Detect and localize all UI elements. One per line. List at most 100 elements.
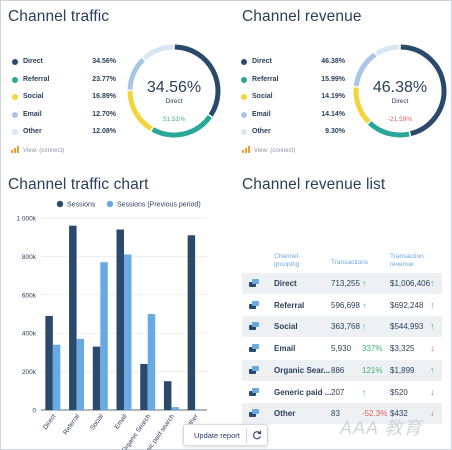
revenue-change: ↑ xyxy=(430,321,435,332)
traffic-view-link[interactable]: View: (connect) xyxy=(11,146,64,154)
legend-item-social[interactable]: Social 14.19% xyxy=(241,91,345,105)
transactions-cell: 207 xyxy=(331,387,345,397)
bar-sessions-previous-social[interactable] xyxy=(100,262,108,410)
table-row[interactable]: Generic paid ... 207 ↑ $520 ↓ xyxy=(242,382,442,403)
legend-item-email[interactable]: Email 14.14% xyxy=(241,109,345,123)
chart-legend-label[interactable]: Sessions (Previous period) xyxy=(117,202,201,209)
bar-sessions-previous-direct[interactable] xyxy=(52,344,61,410)
revenue-donut-chart[interactable]: 46.38% Direct -21.59% xyxy=(350,41,450,141)
bar-sessions-previous-referral[interactable] xyxy=(76,338,85,410)
bar-sessions-social[interactable] xyxy=(92,346,101,410)
table-row[interactable]: Direct 713,255 ↑ $1,006,406 ↑ xyxy=(242,273,442,294)
revenue-cell: $520 xyxy=(390,387,408,397)
channel-name-cell: Referral xyxy=(274,300,305,310)
channel-traffic-bar-chart[interactable]: Sessions Sessions (Previous period) 0 200k 4… xyxy=(0,0,240,450)
bar-sessions-organic-search[interactable] xyxy=(140,363,148,410)
traffic-donut-chart[interactable]: 34.56% Direct 51.51% xyxy=(124,41,224,141)
chart-legend-label[interactable]: Sessions xyxy=(67,202,96,209)
table-row[interactable]: Other 83 -52.3% $432 ↓ xyxy=(242,403,442,425)
legend-label: Other xyxy=(23,128,42,135)
y-tick-label: 600k xyxy=(22,292,37,299)
donut-segment[interactable] xyxy=(174,44,221,117)
revenue-cell: $544,993 xyxy=(390,322,424,332)
legend-value: 9.30% xyxy=(325,128,345,135)
legend-dot xyxy=(12,76,18,83)
legend-item-referral[interactable]: Referral 15.99% xyxy=(241,74,345,88)
y-tick-label: 800k xyxy=(22,254,37,261)
table-row[interactable]: Organic Sear... 886 121% $1,899 ↑ xyxy=(242,359,442,381)
donut-segment[interactable] xyxy=(353,87,371,124)
column-header-channel-grouping[interactable]: Channel grouping xyxy=(274,253,300,268)
donut-segment[interactable] xyxy=(353,52,377,87)
table-row[interactable]: Referral 596,698 ↑ $692,248 ↑ xyxy=(242,295,442,316)
donut-segment[interactable] xyxy=(367,121,410,138)
donut-segment[interactable] xyxy=(400,44,447,137)
legend-value: 16.89% xyxy=(92,93,116,100)
revenue-change: ↑ xyxy=(430,364,435,375)
revenue-donut-change: -21.59% xyxy=(387,116,413,123)
y-tick-label: 200k xyxy=(22,369,37,376)
legend-item-email[interactable]: Email 12.70% xyxy=(12,109,116,123)
watermark-logo: AAA 教育 xyxy=(340,418,423,438)
legend-value: 12.08% xyxy=(92,128,116,135)
transactions-change: ↑ xyxy=(362,322,366,332)
x-tick-label: Referral xyxy=(62,413,81,436)
update-report-button[interactable]: Update report xyxy=(183,424,268,446)
table-row[interactable]: Social 363,768 ↑ $544,993 ↑ xyxy=(242,316,442,338)
legend-item-direct[interactable]: Direct 34.56% xyxy=(12,56,116,70)
legend-label: Referral xyxy=(252,75,279,83)
x-tick-label: Direct xyxy=(42,413,58,431)
legend-value: 23.77% xyxy=(92,75,116,83)
transactions-change: 121% xyxy=(362,365,383,375)
donut-segment[interactable] xyxy=(375,44,400,57)
revenue-change: ↓ xyxy=(430,386,435,397)
channel-group-icon xyxy=(249,322,259,331)
revenue-change: ↓ xyxy=(430,408,435,419)
traffic-donut-label: Direct xyxy=(165,98,183,105)
y-tick-label: 1 000k xyxy=(16,216,36,223)
transactions-cell: 5,930 xyxy=(331,344,352,354)
revenue-donut-label: Direct xyxy=(391,98,409,105)
column-header-transaction-revenue[interactable]: Transaction revenue xyxy=(390,253,424,268)
channel-name-cell: Other xyxy=(274,409,296,419)
legend-item-social[interactable]: Social 16.89% xyxy=(12,91,116,105)
bar-sessions-email[interactable] xyxy=(116,229,125,410)
donut-segment[interactable] xyxy=(127,57,145,90)
transactions-change: 337% xyxy=(362,344,383,354)
channel-traffic-title: Channel traffic xyxy=(8,8,110,25)
legend-item-referral[interactable]: Referral 23.77% xyxy=(12,74,116,88)
revenue-cell: $692,248 xyxy=(390,300,424,310)
channel-group-icon xyxy=(249,300,259,309)
update-report-label: Update report xyxy=(194,431,240,440)
bar-sessions-previous-email[interactable] xyxy=(124,254,132,410)
bar-sessions-previous-organic-paid-search[interactable] xyxy=(171,407,179,410)
transactions-change: -52.3% xyxy=(362,409,388,419)
x-tick-label: Email xyxy=(114,413,129,431)
legend-dot xyxy=(12,111,18,118)
donut-segment[interactable] xyxy=(142,44,174,61)
bar-sessions-previous-organic-search[interactable] xyxy=(147,314,156,410)
legend-label: Social xyxy=(252,93,273,100)
refresh-icon[interactable] xyxy=(252,430,262,440)
table-row[interactable]: Email 5,930 337% $3,325 ↓ xyxy=(242,338,442,359)
legend-item-other[interactable]: Other 9.30% xyxy=(241,126,345,140)
legend-value: 14.14% xyxy=(321,110,345,118)
chart-legend-dot xyxy=(106,200,114,208)
bar-sessions-organic-paid-search[interactable] xyxy=(163,381,172,410)
legend-item-direct[interactable]: Direct 46.38% xyxy=(241,56,345,70)
transactions-change: ↑ xyxy=(362,387,366,397)
button-divider xyxy=(246,429,247,443)
revenue-view-link[interactable]: View: (connect) xyxy=(242,146,295,154)
legend-dot xyxy=(241,59,247,65)
bar-sessions-referral[interactable] xyxy=(69,225,77,410)
donut-segment[interactable] xyxy=(151,114,212,138)
traffic-donut-ring xyxy=(127,44,221,138)
channel-traffic-chart-title: Channel traffic chart xyxy=(8,176,149,193)
donut-segment[interactable] xyxy=(127,91,153,131)
bar-sessions-direct[interactable] xyxy=(45,315,53,410)
bar-sessions-other[interactable] xyxy=(187,235,196,410)
revenue-change: ↑ xyxy=(430,278,435,288)
column-header-transactions[interactable]: Transactions xyxy=(331,259,368,266)
legend-item-other[interactable]: Other 12.08% xyxy=(12,126,116,140)
channel-group-icon xyxy=(249,387,259,396)
